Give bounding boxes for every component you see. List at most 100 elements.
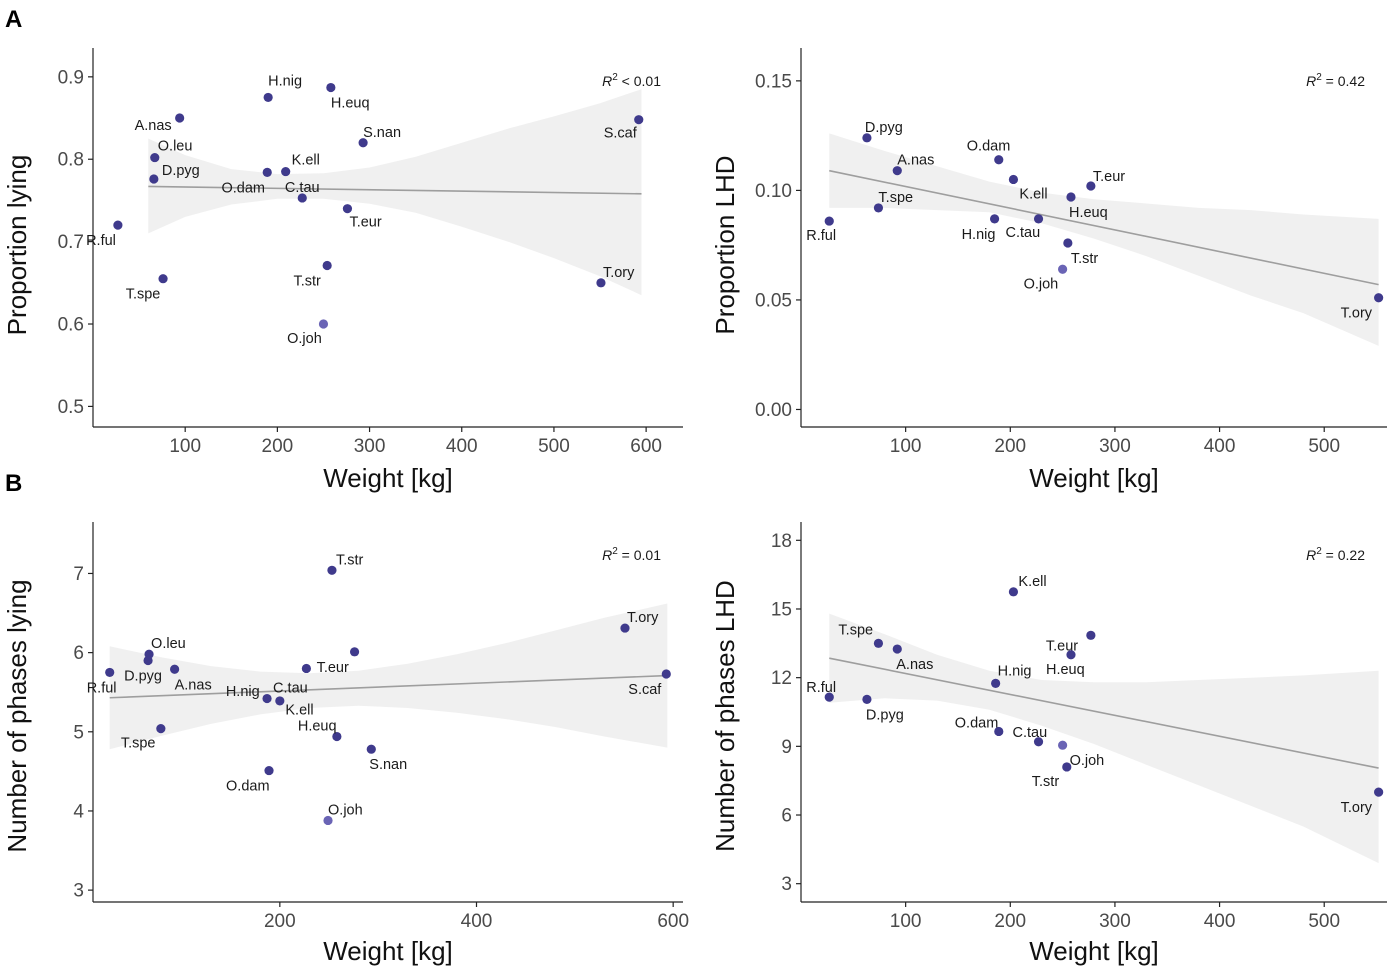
data-point-t-eur [1086, 630, 1096, 640]
data-point-t-ory [1374, 293, 1384, 303]
y-tick-label: 9 [781, 737, 792, 758]
x-tick-label: 300 [354, 436, 386, 457]
point-label: O.leu [151, 636, 186, 652]
point-label: T.eur [317, 660, 349, 676]
data-point-d-pyg [862, 694, 872, 705]
y-tick-label: 0.00 [755, 400, 792, 421]
point-label: O.dam [967, 139, 1011, 155]
point-label: S.nan [369, 757, 407, 773]
point-label: K.ell [1018, 574, 1046, 590]
x-tick-label: 300 [1099, 436, 1131, 457]
data-point-t-eur [1086, 181, 1096, 191]
data-point-o-dam [994, 155, 1004, 165]
chart-phases-lying: 200 400 600 3 4 5 6 7 Weight [kg] Number of phase… [2, 522, 689, 966]
point-label: O.joh [1024, 276, 1059, 292]
point-label: C.tau [285, 180, 320, 196]
regression-line [148, 185, 642, 195]
point-label: D.pyg [162, 163, 200, 179]
data-point-h-nig [263, 92, 273, 103]
data-point-d-pyg [143, 655, 153, 666]
point-label: K.ell [292, 153, 320, 169]
y-tick-label: 6 [781, 806, 792, 827]
point-label: T.str [293, 274, 321, 290]
data-point-h-nig [275, 696, 285, 706]
data-point-t-str [1063, 238, 1073, 248]
point-label: O.dam [955, 715, 999, 731]
y-tick-label: 0.8 [58, 150, 84, 171]
point-label: T.spe [878, 190, 913, 206]
data-point-t-ory [1374, 787, 1384, 797]
y-tick-label: 0.05 [755, 290, 792, 311]
data-point-k-ell [301, 663, 311, 674]
data-point-t-eur [349, 647, 360, 657]
confidence-band [829, 613, 1379, 864]
y-tick-label: 0.15 [755, 71, 792, 92]
x-tick-label: 200 [994, 436, 1026, 457]
data-point-t-spe [873, 203, 884, 213]
y-tick-label: 3 [73, 881, 84, 902]
data-point-s-caf [634, 115, 644, 125]
point-label: O.dam [226, 779, 270, 795]
data-point-o-joh [1058, 264, 1068, 274]
point-label: C.tau [273, 681, 308, 697]
point-label: C.tau [1013, 725, 1048, 741]
r-squared-annotation: R2 = 0.42 [1306, 72, 1365, 89]
x-tick-label: 400 [1204, 911, 1236, 932]
confidence-band [829, 133, 1379, 346]
y-tick-label: 6 [73, 643, 84, 664]
data-point-t-str [1062, 762, 1072, 772]
y-tick-label: 12 [771, 668, 792, 689]
y-tick-label: 0.9 [58, 67, 84, 88]
point-label: H.euq [331, 96, 370, 112]
x-axis-title: Weight [kg] [1029, 463, 1159, 493]
point-label: T.spe [838, 622, 873, 638]
data-point-h-euq [332, 731, 342, 742]
data-point-c-tau [262, 693, 272, 704]
data-point-a-nas [892, 166, 902, 176]
data-point-d-pyg [862, 133, 872, 143]
point-label: T.ory [1341, 800, 1373, 816]
data-point-r-ful [105, 667, 115, 678]
y-tick-label: 0.7 [58, 232, 84, 253]
data-point-h-euq [326, 82, 336, 93]
point-label: O.joh [328, 802, 363, 818]
data-point-a-nas [892, 644, 902, 654]
data-point-r-ful [824, 692, 834, 702]
regression-line [829, 169, 1379, 286]
point-label: A.nas [175, 677, 212, 693]
r-squared-annotation: R2 < 0.01 [602, 72, 661, 89]
point-label: R.ful [86, 233, 116, 249]
point-label: H.nig [268, 73, 302, 89]
point-label: A.nas [897, 153, 934, 169]
point-label: C.tau [1006, 225, 1041, 241]
point-label: T.spe [121, 736, 156, 752]
data-point-t-spe [158, 274, 168, 284]
data-point-c-tau [1033, 737, 1044, 747]
point-label: A.nas [135, 118, 172, 134]
y-tick-label: 0.10 [755, 181, 792, 202]
x-tick-label: 200 [264, 911, 296, 932]
data-point-t-spe [156, 724, 166, 734]
data-point-s-caf [661, 669, 671, 679]
data-point-k-ell [1008, 174, 1019, 185]
point-label: D.pyg [865, 120, 903, 136]
point-label: H.nig [226, 684, 260, 700]
data-point-o-leu [150, 152, 160, 163]
point-label: R.ful [806, 680, 836, 696]
point-label: T.ory [603, 265, 635, 281]
data-point-t-ory [620, 623, 630, 633]
point-label: O.joh [287, 331, 322, 347]
data-point-o-joh [318, 319, 329, 329]
r-squared-annotation: R2 = 0.22 [1306, 546, 1365, 563]
point-label: H.nig [998, 663, 1032, 679]
point-label: R.ful [806, 228, 836, 244]
x-tick-label: 600 [657, 911, 689, 932]
data-point-o-dam [264, 765, 274, 776]
y-tick-label: 15 [771, 599, 792, 620]
point-label: T.str [1071, 251, 1099, 267]
data-point-t-ory [596, 278, 606, 288]
point-label: H.nig [962, 227, 996, 243]
point-label: O.dam [221, 180, 265, 196]
data-point-k-ell [281, 166, 291, 177]
x-axis-title: Weight [kg] [323, 463, 453, 493]
